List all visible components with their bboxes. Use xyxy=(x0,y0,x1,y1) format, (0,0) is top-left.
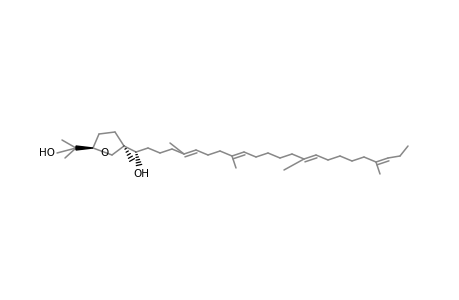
Text: OH: OH xyxy=(133,169,149,179)
Text: O: O xyxy=(100,148,108,158)
Polygon shape xyxy=(76,146,93,150)
Text: HO: HO xyxy=(39,148,55,158)
